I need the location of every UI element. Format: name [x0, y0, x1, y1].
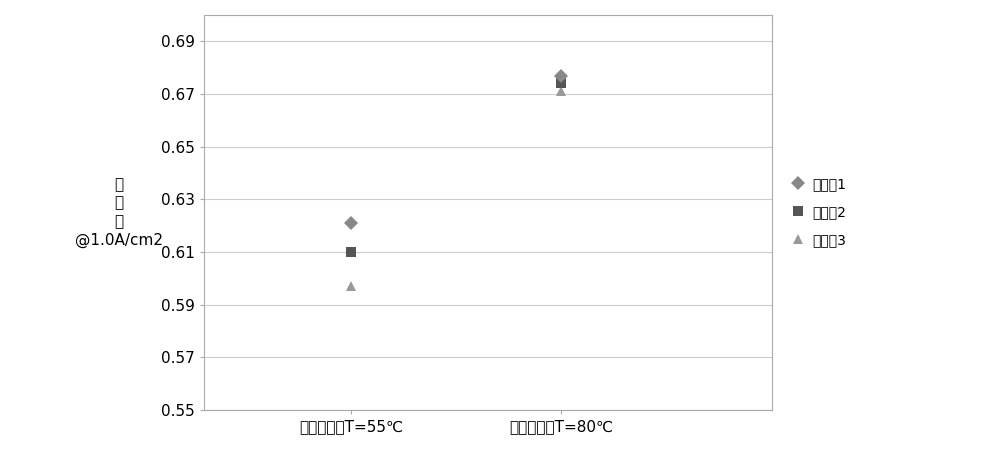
实施入1: [345, 220, 357, 226]
Line: 实施入2: 实施入2: [346, 79, 566, 257]
实施入3: [345, 283, 357, 289]
Legend: 实施入1, 实施入2, 实施入3: 实施入1, 实施入2, 实施入3: [784, 171, 853, 254]
Line: 实施入3: 实施入3: [346, 87, 566, 291]
Line: 实施入1: 实施入1: [346, 70, 566, 228]
实施入1: [555, 73, 567, 78]
Y-axis label: 电
压
値
@1.0A/cm2: 电 压 値 @1.0A/cm2: [75, 177, 163, 248]
实施入2: [345, 249, 357, 255]
实施入2: [555, 81, 567, 86]
实施入3: [555, 88, 567, 94]
